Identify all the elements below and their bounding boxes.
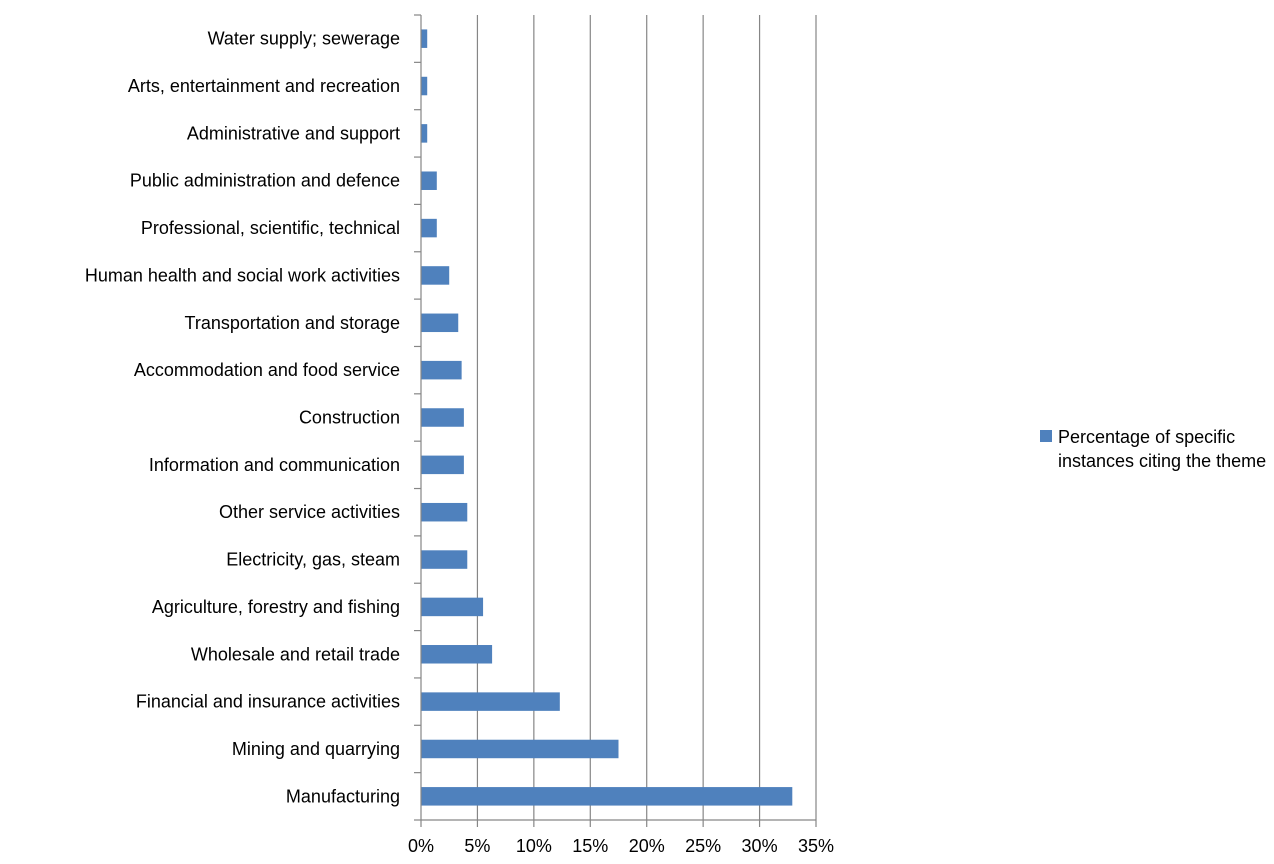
x-tick-label: 5% (464, 836, 490, 856)
bar (421, 266, 450, 285)
bar (421, 29, 428, 48)
bars (421, 29, 793, 806)
grid-lines (420, 15, 817, 827)
category-label: Transportation and storage (185, 313, 400, 333)
bar (421, 645, 493, 664)
category-label: Public administration and defence (130, 171, 400, 191)
x-tick-label: 35% (798, 836, 834, 856)
category-label: Information and communication (149, 455, 400, 475)
bar (421, 218, 437, 238)
category-label: Water supply; sewerage (208, 29, 400, 49)
category-label: Mining and quarrying (232, 739, 400, 759)
bar (421, 550, 468, 569)
x-tick-label: 25% (685, 836, 721, 856)
category-label: Agriculture, forestry and fishing (152, 597, 400, 617)
bar (421, 408, 464, 427)
category-label: Electricity, gas, steam (226, 550, 400, 570)
bar (421, 787, 793, 806)
category-label: Construction (299, 408, 400, 428)
bar (421, 360, 462, 380)
legend-swatch (1040, 430, 1052, 442)
category-label: Human health and social work activities (85, 265, 400, 285)
bar (421, 502, 468, 522)
x-tick-label: 10% (516, 836, 552, 856)
category-labels: Manufacturing Mining and quarrying Financi… (85, 29, 400, 807)
bar (421, 597, 484, 617)
bar (421, 692, 560, 711)
x-tick-label: 0% (408, 836, 434, 856)
category-label: Financial and insurance activities (136, 692, 400, 712)
x-tick-label: 15% (572, 836, 608, 856)
bar (421, 739, 619, 759)
bar (421, 171, 437, 190)
category-label: Manufacturing (286, 786, 400, 806)
x-tick-label: 20% (629, 836, 665, 856)
category-label: Accommodation and food service (134, 360, 400, 380)
category-label: Arts, entertainment and recreation (128, 76, 400, 96)
bar (421, 455, 464, 475)
bar (421, 76, 428, 96)
bar (421, 313, 459, 333)
bar (421, 124, 428, 143)
category-label: Professional, scientific, technical (141, 218, 400, 238)
x-tick-label: 30% (742, 836, 778, 856)
axes (414, 14, 816, 821)
category-label: Administrative and support (187, 123, 400, 143)
category-label: Wholesale and retail trade (191, 644, 400, 664)
legend-label: Percentage of specific instances citing … (1058, 427, 1267, 471)
category-label: Other service activities (219, 502, 400, 522)
x-tick-labels: 0% 5% 10% 15% 20% 25% 30% 35% (408, 836, 834, 856)
